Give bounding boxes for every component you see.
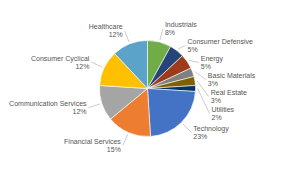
- svg-text:Financial Services15%: Financial Services15%: [64, 138, 121, 153]
- svg-text:Consumer Defensive5%: Consumer Defensive5%: [188, 38, 253, 53]
- svg-text:Utilities2%: Utilities2%: [212, 106, 235, 121]
- svg-text:Technology23%: Technology23%: [193, 125, 229, 140]
- svg-text:Consumer Cyclical12%: Consumer Cyclical12%: [31, 55, 90, 70]
- svg-text:Energy5%: Energy5%: [201, 55, 224, 70]
- svg-text:Communication Services12%: Communication Services12%: [9, 100, 87, 115]
- svg-text:Healthcare12%: Healthcare12%: [89, 23, 123, 38]
- svg-text:Basic Materials3%: Basic Materials3%: [208, 72, 256, 87]
- svg-text:Industrials8%: Industrials8%: [165, 21, 197, 36]
- svg-text:Real Estate3%: Real Estate3%: [211, 89, 247, 104]
